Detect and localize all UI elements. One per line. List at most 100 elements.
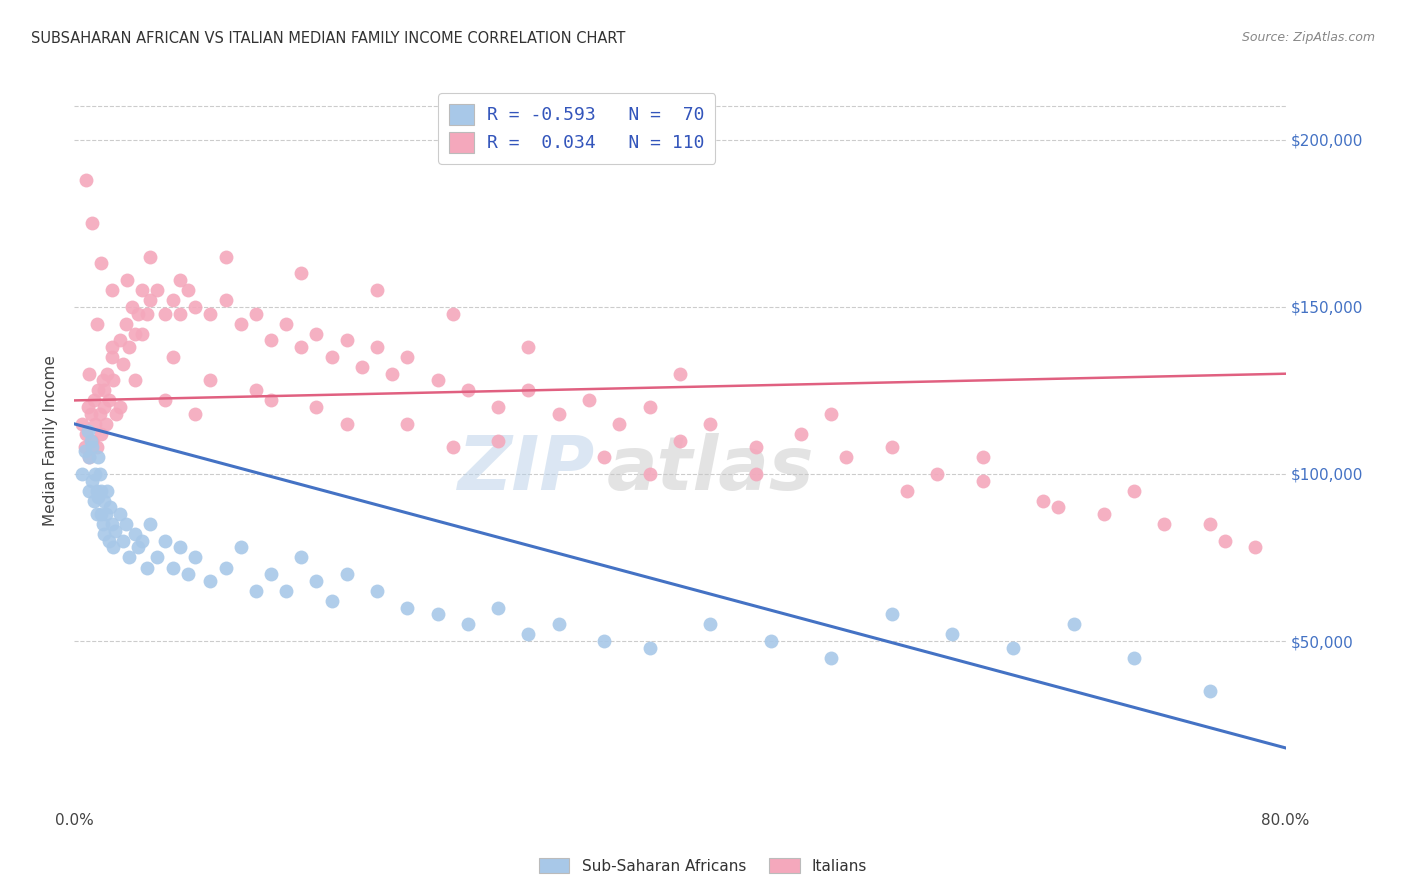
Point: [381, 367, 404, 381]
Point: [396, 417, 419, 431]
Point: [89, 407, 111, 421]
Point: [200, 307, 222, 321]
Point: [82, 440, 104, 454]
Point: [229, 541, 252, 555]
Point: [593, 634, 616, 648]
Point: [77, 450, 100, 465]
Point: [131, 533, 153, 548]
Point: [441, 440, 464, 454]
Point: [101, 283, 124, 297]
Point: [290, 340, 312, 354]
Point: [517, 627, 540, 641]
Point: [162, 350, 184, 364]
Point: [1032, 493, 1054, 508]
Point: [77, 450, 100, 465]
Point: [366, 583, 388, 598]
Point: [336, 417, 359, 431]
Point: [941, 627, 963, 641]
Point: [426, 373, 449, 387]
Point: [1153, 517, 1175, 532]
Point: [1092, 507, 1115, 521]
Point: [162, 293, 184, 308]
Point: [97, 393, 120, 408]
Point: [927, 467, 949, 481]
Point: [321, 350, 343, 364]
Point: [169, 541, 191, 555]
Point: [820, 407, 842, 421]
Point: [638, 467, 661, 481]
Point: [86, 440, 108, 454]
Point: [77, 483, 100, 498]
Point: [135, 307, 157, 321]
Point: [117, 340, 139, 354]
Point: [366, 283, 388, 297]
Point: [744, 440, 766, 454]
Point: [669, 367, 692, 381]
Point: [135, 560, 157, 574]
Point: [1063, 617, 1085, 632]
Text: Source: ZipAtlas.com: Source: ZipAtlas.com: [1241, 31, 1375, 45]
Point: [108, 507, 131, 521]
Point: [76, 400, 98, 414]
Point: [97, 533, 120, 548]
Point: [820, 650, 842, 665]
Point: [290, 267, 312, 281]
Point: [184, 407, 207, 421]
Point: [260, 567, 283, 582]
Point: [146, 283, 169, 297]
Point: [103, 373, 125, 387]
Point: [972, 450, 994, 465]
Point: [457, 617, 479, 632]
Point: [396, 600, 419, 615]
Point: [111, 533, 134, 548]
Point: [1213, 533, 1236, 548]
Point: [104, 524, 127, 538]
Point: [127, 307, 149, 321]
Point: [127, 541, 149, 555]
Text: atlas: atlas: [607, 434, 814, 507]
Point: [131, 283, 153, 297]
Point: [84, 417, 107, 431]
Point: [108, 400, 131, 414]
Point: [486, 434, 509, 448]
Point: [457, 384, 479, 398]
Point: [86, 317, 108, 331]
Point: [638, 400, 661, 414]
Point: [101, 340, 124, 354]
Point: [547, 617, 569, 632]
Point: [321, 594, 343, 608]
Point: [153, 533, 176, 548]
Point: [260, 393, 283, 408]
Point: [86, 507, 108, 521]
Point: [699, 417, 721, 431]
Point: [139, 293, 162, 308]
Point: [100, 500, 122, 515]
Point: [176, 567, 198, 582]
Point: [86, 483, 108, 498]
Point: [146, 550, 169, 565]
Point: [1123, 650, 1146, 665]
Point: [290, 550, 312, 565]
Point: [70, 467, 93, 481]
Point: [96, 367, 118, 381]
Point: [744, 467, 766, 481]
Point: [305, 400, 328, 414]
Point: [75, 173, 97, 187]
Point: [80, 407, 103, 421]
Point: [94, 417, 117, 431]
Point: [162, 560, 184, 574]
Point: [114, 317, 136, 331]
Point: [880, 440, 903, 454]
Point: [76, 424, 98, 438]
Point: [121, 300, 143, 314]
Point: [139, 250, 162, 264]
Point: [153, 393, 176, 408]
Point: [1199, 517, 1222, 532]
Point: [214, 250, 236, 264]
Point: [73, 440, 96, 454]
Point: [153, 307, 176, 321]
Y-axis label: Median Family Income: Median Family Income: [44, 355, 58, 526]
Point: [607, 417, 630, 431]
Point: [274, 583, 297, 598]
Point: [80, 434, 103, 448]
